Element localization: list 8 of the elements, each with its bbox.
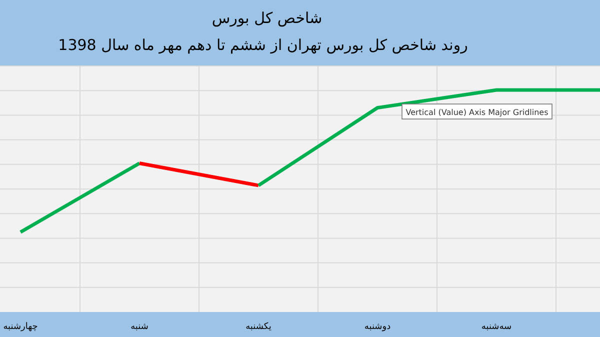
x-tick-label: شنبه xyxy=(130,322,148,332)
chart-title: شاخص کل بورس xyxy=(212,9,322,27)
chart-subtitle: روند شاخص کل بورس تهران از ششم تا دهم مهر ماه سال 1398 xyxy=(58,36,468,54)
x-tick-label: یکشنبه xyxy=(246,322,272,332)
x-tick-label: چهارشنبه xyxy=(3,322,38,332)
annotation: Vertical (Value) Axis Major Gridlines xyxy=(406,108,548,117)
x-tick-label: سه‌شنبه xyxy=(481,322,512,332)
x-tick-label: دوشنبه xyxy=(364,322,391,332)
